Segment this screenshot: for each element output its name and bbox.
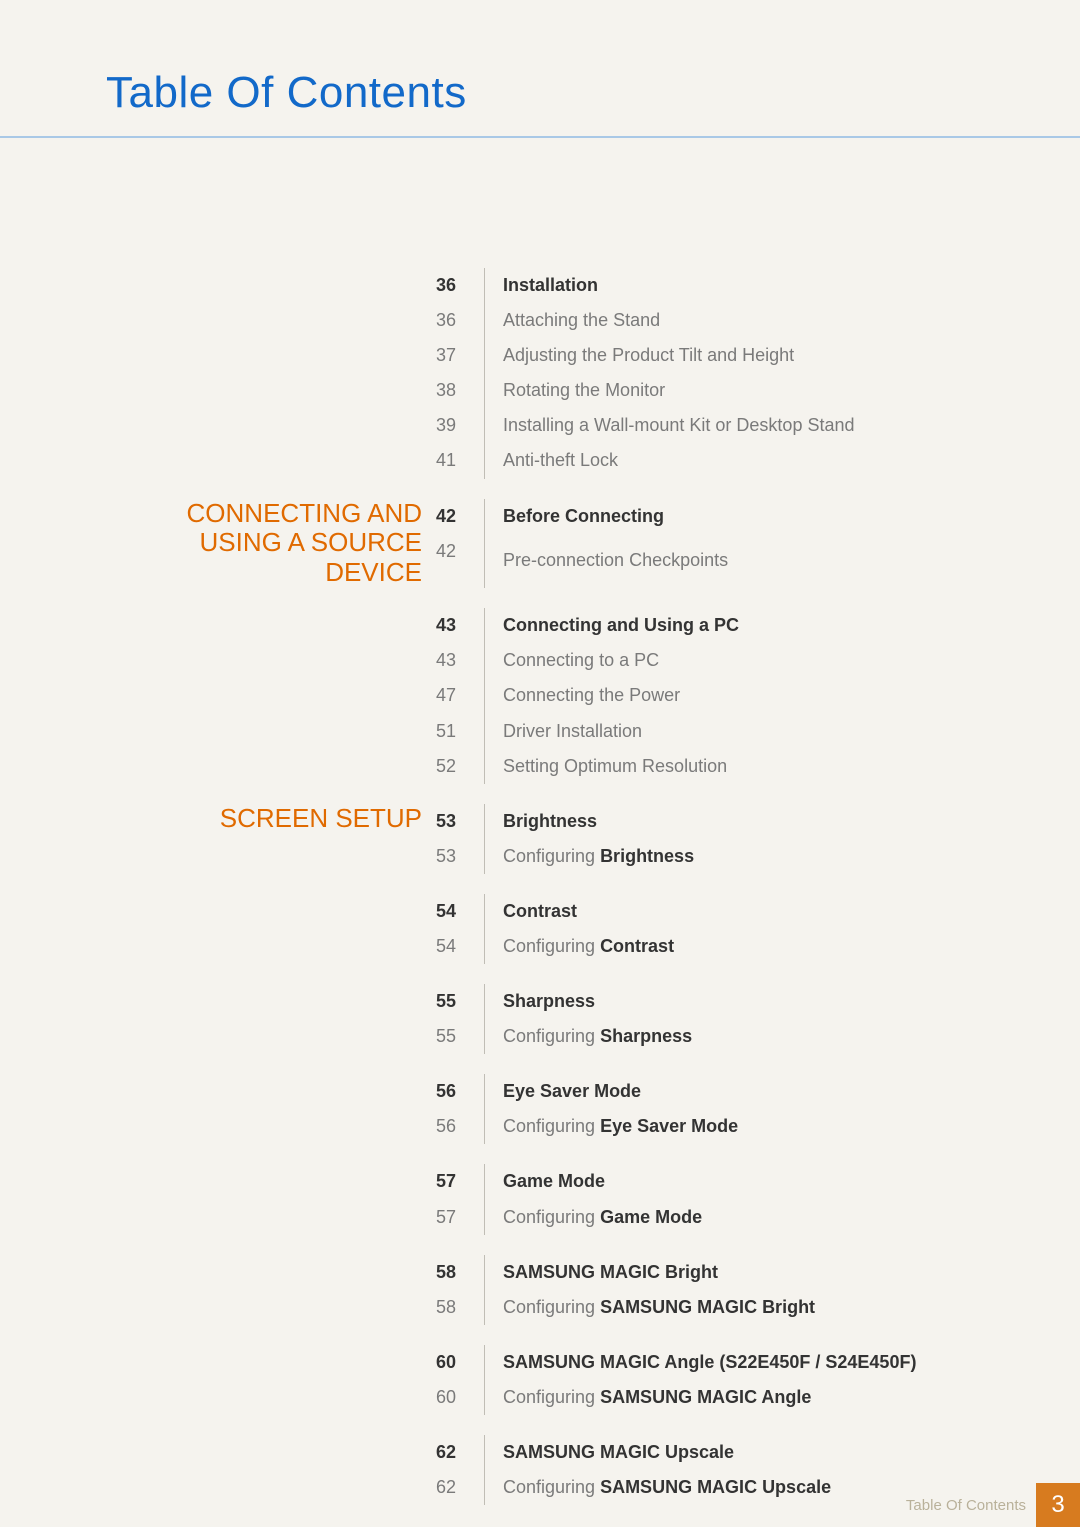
toc-page-number[interactable]: 37	[436, 338, 480, 373]
footer-label: Table Of Contents	[906, 1497, 1026, 1514]
toc-page-number[interactable]: 36	[436, 268, 480, 303]
toc-page-number[interactable]: 41	[436, 443, 480, 478]
footer: Table Of Contents 3	[0, 1483, 1080, 1527]
toc-entry[interactable]: Anti-theft Lock	[503, 443, 1010, 478]
toc-entry[interactable]: Before Connecting	[503, 499, 1010, 544]
toc-entry[interactable]: Adjusting the Product Tilt and Height	[503, 338, 1010, 373]
toc-page-number[interactable]: 54	[436, 929, 480, 964]
toc-page-number[interactable]: 38	[436, 373, 480, 408]
toc-page-number[interactable]: 51	[436, 714, 480, 749]
toc-page-number[interactable]: 55	[436, 1019, 480, 1054]
toc-page-number[interactable]: 58	[436, 1290, 480, 1325]
toc-page-number[interactable]: 56	[436, 1074, 480, 1109]
toc-entry[interactable]: Setting Optimum Resolution	[503, 749, 1010, 784]
toc-page-number[interactable]: 43	[436, 643, 480, 678]
toc-entry[interactable]: Connecting to a PC	[503, 643, 1010, 678]
toc-entry[interactable]: Installation	[503, 268, 1010, 303]
toc-entry[interactable]: Configuring Contrast	[503, 929, 1010, 964]
toc-page-number[interactable]: 36	[436, 303, 480, 338]
toc-entry[interactable]: SAMSUNG MAGIC Angle (S22E450F / S24E450F…	[503, 1345, 1010, 1380]
toc-page-number[interactable]: 47	[436, 678, 480, 713]
toc-entry[interactable]: Configuring Game Mode	[503, 1200, 1010, 1235]
toc-entry[interactable]: Sharpness	[503, 984, 1010, 1019]
section-heading[interactable]: CONNECTING AND USING A SOURCE DEVICE	[106, 499, 422, 589]
toc-entry[interactable]: Brightness	[503, 804, 1010, 839]
toc-entry[interactable]: Contrast	[503, 894, 1010, 929]
toc-page-number[interactable]: 60	[436, 1380, 480, 1415]
toc-entry[interactable]: Connecting and Using a PC	[503, 608, 1010, 643]
toc-page-number[interactable]: 57	[436, 1200, 480, 1235]
toc-page-number[interactable]: 53	[436, 804, 480, 839]
toc-entry[interactable]: Game Mode	[503, 1164, 1010, 1199]
toc-page-number[interactable]: 52	[436, 749, 480, 784]
toc-entry[interactable]: Configuring Brightness	[503, 839, 1010, 874]
toc-entry[interactable]: SAMSUNG MAGIC Upscale	[503, 1435, 1010, 1470]
toc-entry[interactable]: Driver Installation	[503, 714, 1010, 749]
toc-entry[interactable]: Configuring Eye Saver Mode	[503, 1109, 1010, 1144]
toc-entry[interactable]: Pre-connection Checkpoints	[503, 543, 1010, 588]
toc-page-number[interactable]: 56	[436, 1109, 480, 1144]
page-title: Table Of Contents	[106, 68, 1080, 118]
toc-entry[interactable]: Attaching the Stand	[503, 303, 1010, 338]
toc-entry[interactable]: Eye Saver Mode	[503, 1074, 1010, 1109]
toc-page-number[interactable]: 53	[436, 839, 480, 874]
toc-page-number[interactable]: 62	[436, 1435, 480, 1470]
toc-entry[interactable]: Connecting the Power	[503, 678, 1010, 713]
toc-page-number[interactable]: 57	[436, 1164, 480, 1199]
toc-entry[interactable]: Rotating the Monitor	[503, 373, 1010, 408]
toc-entry[interactable]: Configuring SAMSUNG MAGIC Bright	[503, 1290, 1010, 1325]
toc-entry[interactable]: Configuring SAMSUNG MAGIC Angle	[503, 1380, 1010, 1415]
toc-page-number[interactable]: 39	[436, 408, 480, 443]
toc-content: 363637383941InstallationAttaching the St…	[106, 268, 1010, 1525]
toc-page-number[interactable]: 42	[436, 499, 480, 534]
toc-entry[interactable]: SAMSUNG MAGIC Bright	[503, 1255, 1010, 1290]
toc-page-number[interactable]: 54	[436, 894, 480, 929]
title-rule	[0, 136, 1080, 138]
toc-page-number[interactable]: 60	[436, 1345, 480, 1380]
toc-page-number[interactable]: 55	[436, 984, 480, 1019]
toc-page-number[interactable]: 42	[436, 534, 480, 569]
toc-entry[interactable]: Configuring Sharpness	[503, 1019, 1010, 1054]
section-heading[interactable]: SCREEN SETUP	[106, 804, 422, 834]
toc-page-number[interactable]: 43	[436, 608, 480, 643]
toc-entry[interactable]: Installing a Wall-mount Kit or Desktop S…	[503, 408, 1010, 443]
footer-page-number: 3	[1036, 1483, 1080, 1527]
toc-page-number[interactable]: 58	[436, 1255, 480, 1290]
